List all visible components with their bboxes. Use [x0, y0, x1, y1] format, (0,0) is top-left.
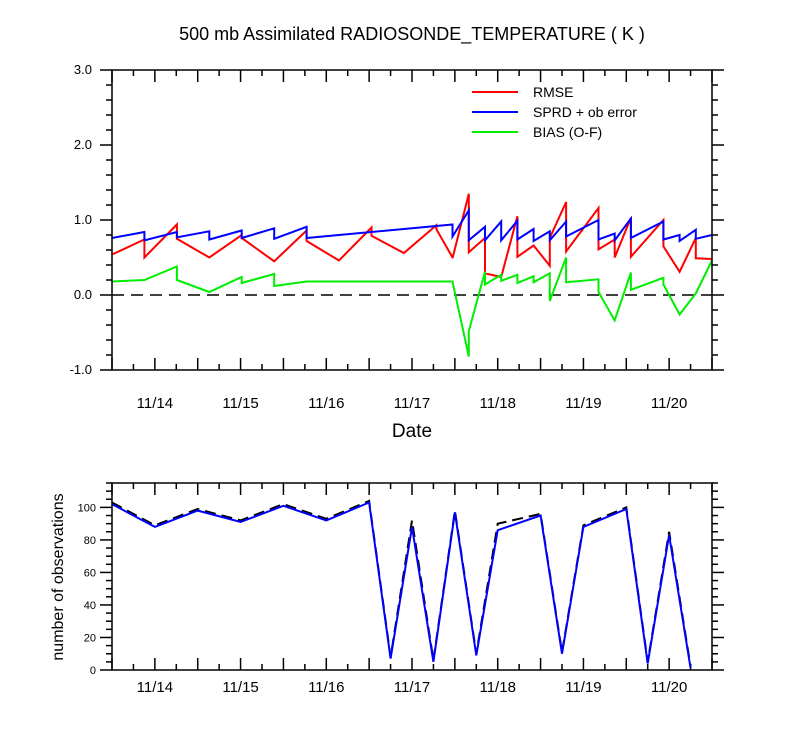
legend-label: SPRD + ob error — [533, 104, 637, 120]
x-tick-label: 11/17 — [394, 395, 430, 412]
series-line-observations-dashed — [111, 499, 692, 667]
bottom-chart-ticks — [100, 482, 724, 671]
y-tick-label: 100 — [78, 502, 96, 514]
bottom-chart-y-axis-label: number of observations — [50, 493, 67, 660]
bottom-chart-frame — [111, 482, 713, 671]
series-line-bias-o-f — [111, 257, 713, 357]
x-tick-label: 11/19 — [565, 395, 601, 412]
y-tick-label: 0.0 — [74, 287, 92, 302]
x-tick-label: 11/20 — [651, 395, 687, 412]
series-line-rmse — [111, 193, 713, 279]
y-tick-label: -1.0 — [70, 362, 92, 377]
x-tick-label: 11/16 — [308, 395, 344, 412]
top-chart-title: 500 mb Assimilated RADIOSONDE_TEMPERATUR… — [179, 24, 645, 45]
y-tick-label: 80 — [84, 535, 96, 547]
legend-label: BIAS (O-F) — [533, 124, 602, 140]
series-line-observations — [111, 501, 692, 669]
top-chart-series — [111, 193, 713, 357]
y-tick-label: 3.0 — [74, 62, 92, 77]
x-tick-label: 11/15 — [222, 395, 258, 412]
y-tick-label: 2.0 — [74, 137, 92, 152]
x-tick-label: 11/18 — [479, 679, 515, 696]
x-tick-label: 11/20 — [651, 679, 687, 696]
legend-label: RMSE — [533, 84, 573, 100]
x-tick-label: 11/15 — [222, 679, 258, 696]
y-tick-label: 60 — [84, 567, 96, 579]
y-tick-label: 1.0 — [74, 212, 92, 227]
x-tick-label: 11/19 — [565, 679, 601, 696]
x-tick-label: 11/17 — [394, 679, 430, 696]
bottom-chart-series — [111, 499, 692, 669]
top-chart-ticks — [100, 69, 724, 371]
bottom-chart-tick-labels: 11/14 11/15 11/16 11/17 11/18 11/19 11/20 0 20 40… — [78, 502, 688, 696]
top-chart-tick-labels: 11/14 11/15 11/16 11/17 11/18 11/19 11/20 -1.0 0… — [70, 62, 688, 412]
y-tick-label: 40 — [84, 600, 96, 612]
x-tick-label: 11/14 — [137, 395, 173, 412]
top-chart-frame — [111, 69, 713, 371]
top-chart-legend: RMSE SPRD + ob error BIAS (O-F) — [472, 84, 637, 140]
top-chart-x-axis-label: Date — [392, 421, 432, 442]
x-tick-label: 11/18 — [479, 395, 515, 412]
series-line-sprd-ob-error — [111, 206, 713, 244]
y-tick-label: 0 — [90, 665, 96, 677]
x-tick-label: 11/16 — [308, 679, 344, 696]
y-tick-label: 20 — [84, 632, 96, 644]
x-tick-label: 11/14 — [137, 679, 173, 696]
